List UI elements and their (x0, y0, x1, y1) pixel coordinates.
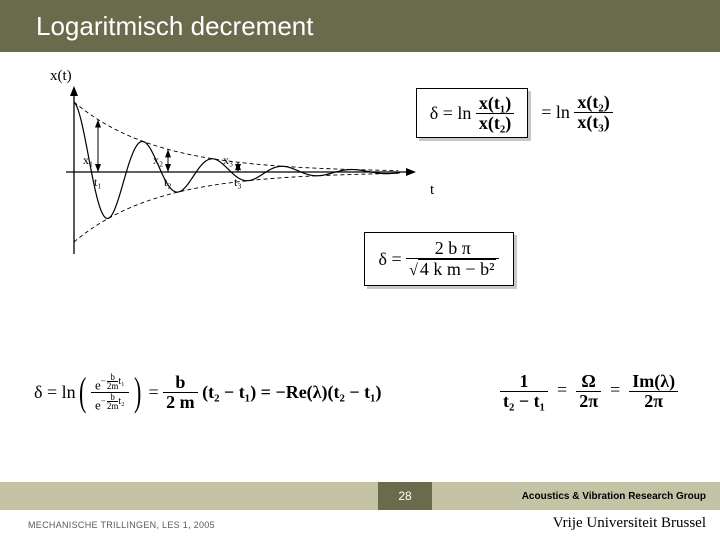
content-area: x(t) t x₁t₁x₂t₂x₃t₃ δ = ln x(t₁) x(t₂) =… (0, 52, 720, 478)
svg-text:x₂: x₂ (153, 153, 163, 167)
f3-den: √4 k m − b² (406, 259, 499, 280)
footer-left: MECHANISCHE TRILLINGEN, LES 1, 2005 (28, 520, 215, 530)
br-rhs-d: 2π (629, 392, 678, 411)
svg-text:t₁: t₁ (94, 175, 102, 189)
page-badge: 28 (378, 482, 432, 510)
br-lhs-n: 1 (500, 372, 548, 392)
f3-rad: 4 k m − b² (418, 259, 497, 279)
br-mid-d: 2π (576, 392, 601, 411)
bl-eb2: 2m (107, 402, 119, 411)
title-bar: Logaritmisch decrement (0, 0, 720, 52)
f1-den: x(t₂) (476, 114, 514, 133)
slide-title: Logaritmisch decrement (36, 11, 313, 42)
bl-e1: e (95, 377, 101, 392)
f2-den: x(t₃) (574, 113, 612, 132)
x-axis-label: t (430, 182, 434, 199)
bl-et2: t₂ (118, 396, 124, 407)
bl-num-e: e−b2mt₁ (91, 373, 129, 393)
f3-lhs: δ = (379, 249, 402, 270)
footer-bar: 28 Acoustics & Vibration Research Group (0, 482, 720, 510)
bl-delta: δ = ln (34, 382, 76, 403)
bl-et1: t₁ (118, 376, 124, 387)
svg-text:x₃: x₃ (223, 153, 233, 167)
svg-text:t₃: t₃ (234, 175, 242, 189)
formula-bottom-right: 1 t₂ − t₁ = Ω 2π = Im(λ) 2π (500, 372, 678, 411)
bl-mid-num: b (163, 373, 198, 393)
br-lhs-d: t₂ − t₁ (500, 392, 548, 411)
svg-text:t₂: t₂ (164, 175, 172, 189)
bl-den-e: e−b2mt₂ (91, 393, 129, 412)
f2-num: x(t₂) (574, 93, 612, 113)
bl-tail: (t₂ − t₁) = −Re(λ)(t₂ − t₁) (202, 382, 381, 403)
group-label: Acoustics & Vibration Research Group (522, 482, 706, 510)
footer-right: Vrije Universiteit Brussel (553, 515, 706, 532)
formula-bottom-left: δ = ln ( e−b2mt₁ e−b2mt₂ ) = b 2 m (t₂ −… (34, 372, 382, 412)
f1-lhs: δ = ln (430, 103, 472, 124)
br-mid-n: Ω (576, 372, 601, 392)
bl-e2: e (95, 397, 101, 412)
formula-delta-ln-2: = ln x(t₂) x(t₃) (532, 88, 622, 136)
br-rhs-n: Im(λ) (629, 372, 678, 392)
svg-text:x₁: x₁ (83, 153, 93, 167)
f3-num: 2 b π (406, 239, 499, 259)
bl-mid-den: 2 m (163, 393, 198, 412)
formula-delta-closed: δ = 2 b π √4 k m − b² (364, 232, 514, 286)
bl-eb: 2m (107, 382, 119, 391)
f2-lhs: = ln (541, 102, 570, 123)
formula-delta-ln: δ = ln x(t₁) x(t₂) (416, 88, 528, 138)
f1-num: x(t₁) (476, 94, 514, 114)
